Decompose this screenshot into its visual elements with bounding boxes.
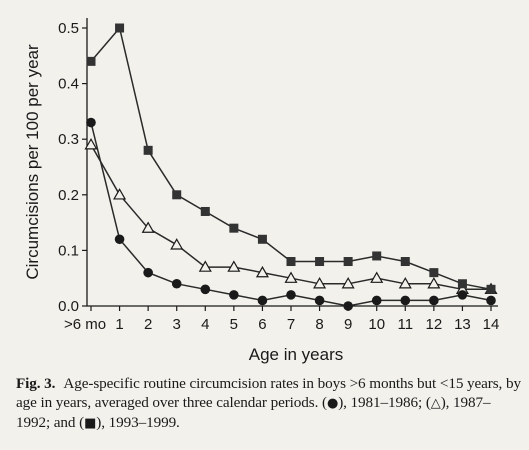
y-tick-label: 0.1 — [58, 242, 79, 259]
data-point-filled-square — [372, 251, 382, 261]
data-point-open-triangle — [398, 277, 412, 289]
data-point-open-triangle — [198, 260, 212, 272]
y-tick-label: 0.2 — [58, 187, 79, 204]
y-axis-ticks: 0.0 0.1 0.2 0.3 0.4 0.5 — [58, 20, 87, 315]
figure-caption: Fig. 3. Age-specific routine circumcision… — [16, 374, 521, 433]
data-point-filled-square — [429, 268, 439, 278]
x-tick-label: 5 — [230, 316, 238, 333]
data-point-open-triangle — [170, 238, 184, 250]
x-tick-label: 14 — [483, 316, 500, 333]
data-point-filled-circle — [429, 295, 439, 306]
open-triangle-icon: △ — [430, 396, 441, 411]
data-point-filled-circle — [143, 267, 153, 278]
x-tick-label: 7 — [287, 316, 295, 333]
data-point-filled-square — [115, 23, 125, 33]
data-point-open-triangle — [141, 221, 155, 233]
filled-circle-icon: ● — [326, 396, 339, 411]
y-tick-label: 0.4 — [58, 76, 79, 93]
x-tick-label: 6 — [258, 316, 266, 333]
data-point-filled-circle — [286, 290, 296, 300]
x-tick-label: 10 — [368, 316, 385, 333]
data-point-filled-square — [200, 206, 210, 216]
y-tick-label: 0.0 — [58, 298, 79, 315]
data-point-open-triangle — [113, 188, 127, 200]
data-point-open-triangle — [427, 277, 441, 289]
data-point-filled-circle — [314, 295, 325, 306]
data-point-filled-circle — [400, 295, 411, 306]
data-point-filled-square — [257, 234, 267, 244]
data-point-filled-square — [457, 279, 467, 289]
data-point-filled-circle — [229, 290, 239, 300]
caption-text-2: ), 1981–1986; ( — [338, 394, 431, 411]
filled-square-icon: ■ — [84, 416, 97, 431]
data-point-filled-circle — [171, 278, 182, 289]
data-point-filled-circle — [86, 117, 96, 128]
data-point-filled-square — [286, 257, 296, 267]
data-point-open-triangle — [255, 265, 269, 278]
data-point-filled-circle — [486, 295, 496, 306]
data-point-open-triangle — [284, 271, 298, 283]
data-point-filled-circle — [371, 295, 382, 306]
series-line-filled-square — [90, 26, 492, 291]
x-tick-label: 8 — [315, 316, 323, 333]
data-point-open-triangle — [84, 138, 98, 150]
x-axis-ticks: >6 mo 1 2 3 4 5 6 7 8 9 10 11 12 13 14 — [64, 306, 499, 333]
data-point-filled-square — [486, 284, 496, 294]
data-point-filled-square — [229, 223, 239, 233]
x-tick-label: 9 — [344, 316, 352, 333]
caption-text-3: ), 1987–1992; and ( — [16, 394, 491, 431]
line-chart: 0.00.10.20.30.40.5 >6 mo 1 2 3 4 5 6 7 8 9 10 11 12 1… — [23, 18, 499, 364]
data-point-filled-circle — [457, 290, 468, 300]
data-point-filled-circle — [343, 301, 353, 311]
data-point-filled-circle — [257, 295, 268, 306]
y-axis-title: Circumcisions per 100 per year — [23, 44, 42, 280]
x-tick-label: 3 — [173, 316, 181, 333]
x-tick-label: >6 mo — [64, 316, 106, 333]
figure-label: Fig. 3. — [16, 375, 56, 392]
data-point-open-triangle — [313, 277, 327, 289]
x-axis-title: Age in years — [249, 345, 344, 364]
y-tick-label: 0.5 — [58, 20, 79, 37]
x-tick-label: 2 — [144, 316, 152, 333]
data-point-filled-square — [86, 56, 96, 66]
data-point-filled-square — [143, 145, 153, 155]
data-point-filled-square — [172, 190, 182, 200]
x-tick-label: 4 — [201, 316, 209, 333]
data-point-open-triangle — [370, 271, 384, 283]
x-tick-label: 13 — [454, 316, 471, 333]
x-tick-label: 12 — [426, 316, 443, 333]
x-tick-label: 11 — [397, 316, 413, 333]
data-point-filled-circle — [114, 234, 125, 245]
series-layer — [84, 23, 498, 311]
caption-text-4: ), 1993–1999. — [96, 414, 180, 431]
x-tick-label: 1 — [115, 316, 123, 333]
data-point-filled-square — [400, 257, 410, 267]
data-point-open-triangle — [227, 260, 241, 272]
caption-text-1: Age-specific routine circumcision rates … — [16, 375, 521, 411]
series-line-open-triangle — [90, 144, 491, 291]
data-point-filled-square — [315, 257, 325, 267]
y-tick-label: 0.3 — [58, 131, 79, 148]
data-point-filled-circle — [200, 284, 211, 295]
data-point-open-triangle — [341, 277, 355, 289]
data-point-filled-square — [343, 257, 353, 267]
